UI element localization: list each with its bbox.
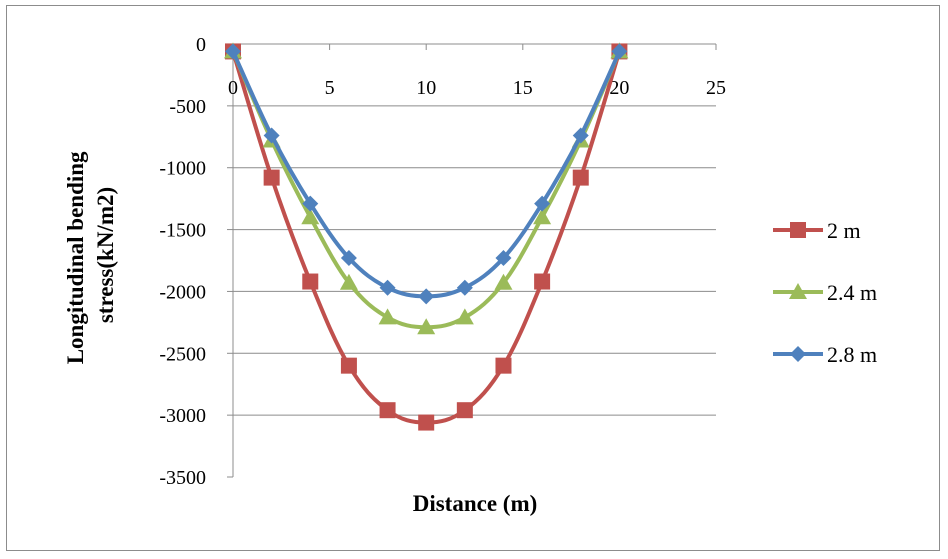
legend-marker	[790, 346, 806, 362]
data-point	[534, 273, 551, 290]
legend-label: 2 m	[827, 218, 861, 243]
data-point	[495, 357, 512, 374]
x-tick-label: 25	[706, 77, 726, 99]
data-point	[572, 169, 589, 186]
data-point	[494, 273, 513, 290]
y-tick-label: -2500	[159, 343, 206, 365]
data-point	[417, 318, 436, 335]
data-point	[263, 127, 280, 144]
data-point	[302, 195, 319, 212]
data-point	[225, 43, 241, 60]
x-tick-label: 15	[513, 77, 533, 99]
series-2_8m	[225, 43, 628, 305]
legend-marker	[790, 222, 806, 238]
data-point	[533, 208, 552, 225]
data-point	[379, 402, 396, 419]
data-point	[339, 273, 358, 290]
x-tick-label: 5	[325, 77, 335, 99]
y-tick-label: 0	[196, 34, 206, 56]
series-2m	[225, 43, 628, 431]
data-point	[456, 402, 473, 419]
x-tick-label: 10	[416, 77, 436, 99]
chart-frame	[6, 5, 940, 551]
x-axis-title: Distance (m)	[413, 491, 538, 516]
gridlines	[233, 105, 716, 416]
data-point	[418, 288, 435, 305]
data-point	[340, 357, 357, 374]
y-axis-title: Longitudinal bending stress(kN/m2)	[63, 146, 118, 365]
y-tick-label: -3500	[159, 467, 206, 489]
data-point	[379, 279, 396, 296]
data-point	[495, 250, 512, 267]
x-tick-label: 0	[228, 77, 238, 99]
data-point	[456, 279, 473, 296]
data-point	[263, 169, 280, 186]
legend-label: 2.8 m	[827, 342, 877, 367]
data-point	[340, 250, 357, 267]
series-layer	[224, 42, 629, 431]
data-point	[378, 308, 397, 325]
data-point	[455, 308, 474, 325]
legend-marker	[789, 283, 807, 299]
y-tick-label: -500	[169, 96, 206, 118]
x-tick-label: 20	[609, 77, 629, 99]
y-axis-title-line-1: Longitudinal bending	[63, 151, 88, 364]
y-tick-label: -1000	[159, 158, 206, 180]
legend-item: 2.8 m	[773, 342, 877, 367]
legend: 2 m 2.4 m 2.8 m	[773, 218, 877, 367]
y-tick-label: -3000	[159, 405, 206, 427]
data-point	[534, 195, 551, 212]
y-tick-label: -1500	[159, 220, 206, 242]
data-point	[611, 43, 628, 60]
legend-item: 2 m	[773, 218, 861, 243]
data-point	[572, 127, 589, 144]
legend-label: 2.4 m	[827, 280, 877, 305]
legend-item: 2.4 m	[773, 280, 877, 305]
y-tick-label: -2000	[159, 281, 206, 303]
data-point	[418, 414, 435, 431]
data-point	[301, 208, 320, 225]
series-line	[231, 50, 622, 425]
y-axis-title-line-2: stress(kN/m2)	[93, 187, 118, 323]
tick-labels: 0 -500 -1000 -1500 -2000 -2500 -3000 -3500 0 5 10 1…	[159, 34, 726, 489]
data-point	[302, 273, 319, 290]
